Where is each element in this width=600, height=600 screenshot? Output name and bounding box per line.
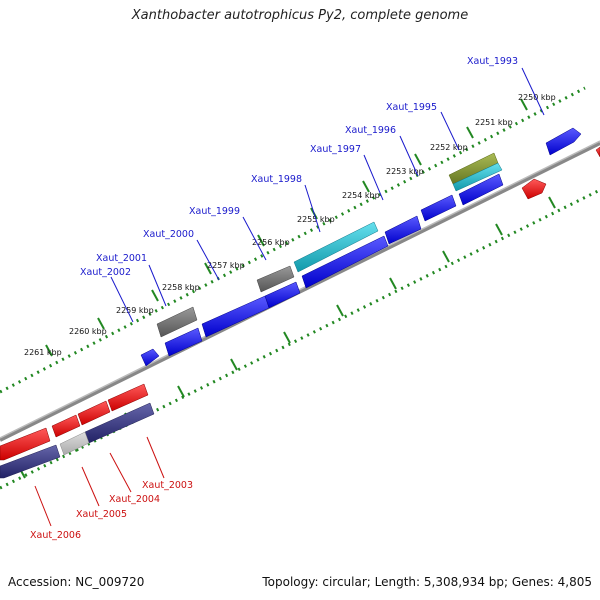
genome-summary-text: Topology: circular; Length: 5,308,934 bp… [262,575,592,589]
gene-small-blue[interactable] [140,348,160,367]
gene-label-xaut-2002[interactable]: Xaut_2002 [80,267,131,278]
gene-label-xaut-2004[interactable]: Xaut_2004 [109,494,160,505]
gene-label-xaut-1996[interactable]: Xaut_1996 [345,125,396,136]
gene-label-xaut-2005[interactable]: Xaut_2005 [76,509,127,520]
gene-xaut-2004-red[interactable] [77,400,111,426]
gene-xaut-1993[interactable] [545,127,582,156]
gene-xaut-2003-red[interactable] [107,383,149,412]
tick-label-2258: 2258 kbp [162,283,200,292]
tick-label-2256: 2256 kbp [252,238,290,247]
gene-label-xaut-2001[interactable]: Xaut_2001 [96,253,147,264]
reverse-genes [0,146,600,479]
scale-track-inner [0,188,600,490]
gene-label-xaut-2000[interactable]: Xaut_2000 [143,229,194,240]
major-ticks-outer [45,98,528,357]
gene-label-xaut-1999[interactable]: Xaut_1999 [189,206,240,217]
gene-label-xaut-1995[interactable]: Xaut_1995 [386,102,437,113]
gene-xaut-2002[interactable] [164,327,203,357]
accession-text: Accession: NC_009720 [8,575,145,589]
gene-xaut-1997[interactable] [420,194,457,222]
gene-xaut-1996[interactable] [458,173,504,206]
tick-label-2252: 2252 kbp [430,143,468,152]
label-leaders-forward [110,67,545,323]
gene-label-xaut-2003[interactable]: Xaut_2003 [142,480,193,491]
gene-xaut-2006-navy[interactable] [0,444,61,479]
gene-xaut-2005-red[interactable] [51,414,81,438]
gene-xaut-2000[interactable] [256,265,295,293]
gene-label-xaut-1998[interactable]: Xaut_1998 [251,174,302,185]
genome-backbone [0,141,600,442]
gene-xaut-1995-teal[interactable] [452,162,503,192]
gene-label-xaut-2006[interactable]: Xaut_2006 [30,530,81,541]
tick-label-2259: 2259 kbp [116,306,154,315]
backbone-highlight [0,140,600,439]
scale-track-outer [0,86,586,394]
forward-genes [140,127,582,367]
gene-label-xaut-1997[interactable]: Xaut_1997 [310,144,361,155]
tick-label-2261: 2261 kbp [24,348,62,357]
gene-xaut-1998[interactable] [384,215,422,245]
gene-red-edge[interactable] [595,146,600,158]
gene-red-right[interactable] [521,178,547,200]
page-title: Xanthobacter autotrophicus Py2, complete… [131,8,469,23]
gene-label-xaut-1993[interactable]: Xaut_1993 [467,56,518,67]
tick-label-2253: 2253 kbp [386,167,424,176]
gene-light-gray[interactable] [59,431,90,456]
tick-label-2250: 2250 kbp [518,93,556,102]
gene-xaut-1999-gradient[interactable] [293,221,379,273]
gene-xaut-2002-gray[interactable] [156,306,198,338]
tick-label-2260: 2260 kbp [69,327,107,336]
gene-xaut-1999[interactable] [301,235,389,289]
label-leaders-reverse [34,436,165,527]
gene-xaut-2001[interactable] [201,295,270,338]
tick-label-2257: 2257 kbp [207,261,245,270]
tick-label-2251: 2251 kbp [475,118,513,127]
gene-xaut-2006-red[interactable] [0,427,51,461]
tick-label-2254: 2254 kbp [342,191,380,200]
